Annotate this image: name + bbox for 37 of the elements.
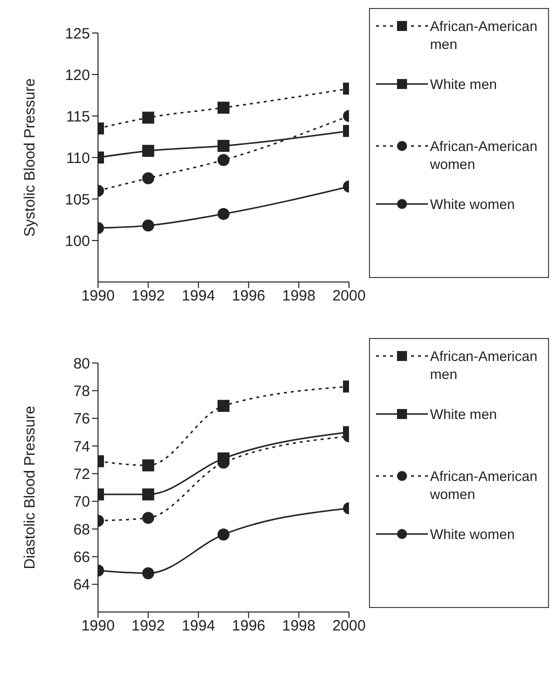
x-tick-label: 1996 — [232, 288, 266, 305]
legend-label: African-American men — [430, 347, 538, 383]
y-tick-label: 76 — [73, 410, 90, 428]
legend-label: African-American women — [430, 137, 538, 173]
legend-label: White women — [430, 525, 515, 543]
y-tick-label: 80 — [73, 355, 90, 372]
y-tick-label: 115 — [66, 108, 90, 126]
y-tick-label: 105 — [64, 191, 90, 208]
y-tick-label: 125 — [64, 25, 90, 42]
legend-label: White men — [430, 405, 497, 423]
y-tick-label: 64 — [73, 576, 90, 594]
y-tick-label: 66 — [73, 548, 90, 566]
y-tick-label: 70 — [73, 494, 90, 511]
y-tick-label: 72 — [73, 466, 90, 483]
legend-label: White women — [430, 195, 515, 213]
legend-label: African-American men — [430, 17, 538, 53]
y-tick-label: 110 — [66, 150, 90, 167]
x-tick-label: 1996 — [232, 618, 266, 635]
y-tick-label: 68 — [73, 521, 90, 538]
x-tick-label: 1998 — [282, 618, 316, 635]
y-tick-label: 74 — [73, 438, 90, 456]
legend-label: White men — [430, 75, 497, 93]
x-tick-label: 1990 — [81, 618, 115, 635]
x-tick-label: 2000 — [332, 288, 366, 305]
x-tick-label: 1998 — [282, 288, 316, 305]
x-tick-label: 1992 — [132, 288, 165, 305]
x-tick-label: 1992 — [132, 618, 165, 635]
legend-label: African-American women — [430, 467, 538, 503]
y-tick-label: 78 — [73, 382, 90, 400]
y-axis-title: Diastolic Blood Pressure — [21, 406, 38, 570]
y-axis-title: Systolic Blood Pressure — [21, 78, 38, 237]
y-tick-label: 120 — [64, 66, 90, 84]
x-tick-label: 2000 — [332, 618, 366, 635]
y-tick-label: 100 — [64, 232, 90, 250]
x-tick-label: 1990 — [81, 288, 115, 305]
x-tick-label: 1994 — [182, 288, 216, 305]
x-tick-label: 1994 — [182, 618, 216, 635]
